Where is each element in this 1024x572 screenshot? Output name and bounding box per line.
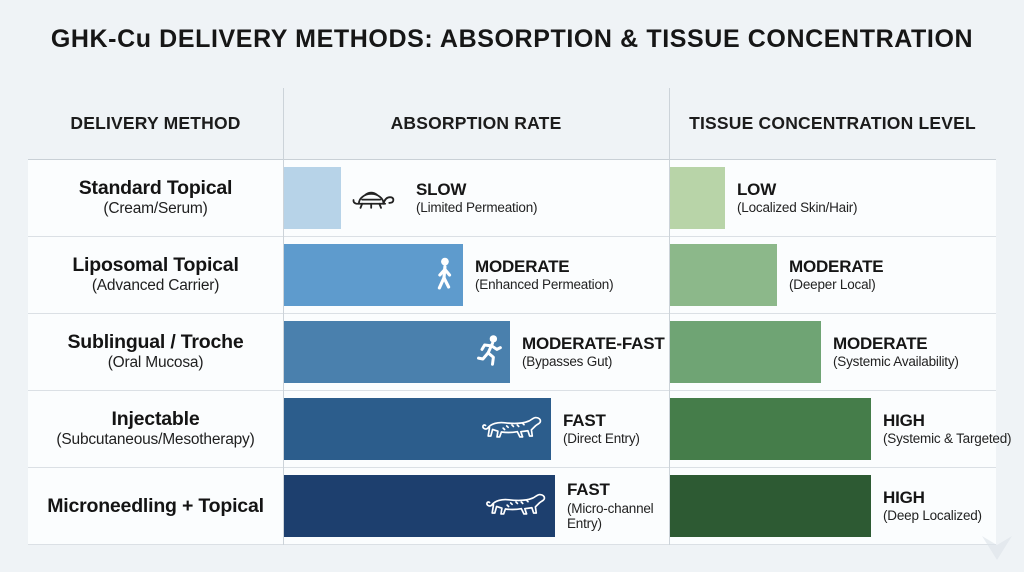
method-name: Standard Topical — [78, 177, 233, 200]
concentration-bar — [669, 167, 725, 229]
cheetah-icon — [480, 414, 544, 444]
method-name: Injectable — [111, 408, 200, 431]
concentration-bar — [669, 244, 777, 306]
method-name: Liposomal Topical — [72, 254, 239, 277]
concentration-cell: LOW (Localized Skin/Hair) — [669, 160, 996, 236]
method-name: Microneedling + Topical — [47, 494, 264, 517]
delivery-method-cell: Liposomal Topical (Advanced Carrier) — [28, 237, 283, 313]
absorption-cell: FAST (Direct Entry) — [283, 391, 669, 467]
absorption-label: MODERATE (Enhanced Permeation) — [475, 257, 614, 293]
concentration-level: MODERATE — [789, 257, 884, 277]
absorption-label: FAST (Direct Entry) — [563, 411, 640, 447]
concentration-label: MODERATE (Systemic Availability) — [833, 334, 959, 370]
table-row: Sublingual / Troche (Oral Mucosa) MODERA… — [28, 314, 996, 391]
method-subtitle: (Oral Mucosa) — [107, 353, 204, 371]
column-header-tissue-concentration-level: TISSUE CONCENTRATION LEVEL — [689, 113, 976, 133]
absorption-level: MODERATE-FAST — [522, 334, 665, 354]
table-row: Standard Topical (Cream/Serum) SLOW (Lim… — [28, 160, 996, 237]
concentration-cell: MODERATE (Systemic Availability) — [669, 314, 996, 390]
concentration-cell: MODERATE (Deeper Local) — [669, 237, 996, 313]
absorption-label: SLOW (Limited Permeation) — [416, 180, 538, 216]
page-title: GHK-Cu DELIVERY METHODS: ABSORPTION & TI… — [50, 25, 974, 53]
absorption-bar — [283, 475, 555, 537]
walking-person-icon — [432, 257, 456, 294]
table-body: Standard Topical (Cream/Serum) SLOW (Lim… — [28, 160, 1012, 545]
v-shape-watermark — [978, 533, 1016, 568]
concentration-label: MODERATE (Deeper Local) — [789, 257, 884, 293]
method-subtitle: (Subcutaneous/Mesotherapy) — [56, 430, 255, 448]
absorption-level: MODERATE — [475, 257, 570, 277]
concentration-cell: HIGH (Deep Localized) — [669, 468, 996, 544]
concentration-bar — [669, 398, 871, 460]
table-header-row: DELIVERY METHOD ABSORPTION RATE TISSUE C… — [28, 88, 996, 160]
absorption-cell: MODERATE (Enhanced Permeation) — [283, 237, 669, 313]
method-name: Sublingual / Troche — [67, 331, 244, 354]
concentration-detail: (Localized Skin/Hair) — [737, 200, 858, 216]
column-header-delivery-method: DELIVERY METHOD — [70, 113, 241, 133]
concentration-detail: (Systemic Availability) — [833, 354, 959, 370]
absorption-bar — [283, 167, 341, 229]
delivery-method-cell: Sublingual / Troche (Oral Mucosa) — [28, 314, 283, 390]
concentration-detail: (Systemic & Targeted) — [883, 431, 1012, 447]
concentration-level: HIGH — [883, 488, 925, 508]
concentration-level: LOW — [737, 180, 777, 200]
absorption-cell: MODERATE-FAST (Bypasses Gut) — [283, 314, 669, 390]
absorption-bar — [283, 321, 510, 383]
delivery-method-cell: Microneedling + Topical — [28, 468, 283, 544]
table-row: Liposomal Topical (Advanced Carrier) MOD… — [28, 237, 996, 314]
concentration-label: HIGH (Deep Localized) — [883, 488, 982, 524]
table-row: Microneedling + Topical FAST (Micro-chan… — [28, 468, 996, 545]
absorption-cell: FAST (Micro-channel Entry) — [283, 468, 669, 544]
concentration-detail: (Deeper Local) — [789, 277, 876, 293]
delivery-method-cell: Injectable (Subcutaneous/Mesotherapy) — [28, 391, 283, 467]
method-subtitle: (Advanced Carrier) — [91, 276, 220, 294]
concentration-level: MODERATE — [833, 334, 928, 354]
concentration-detail: (Deep Localized) — [883, 508, 982, 524]
concentration-label: LOW (Localized Skin/Hair) — [737, 180, 858, 216]
column-header-absorption-rate: ABSORPTION RATE — [390, 113, 562, 133]
absorption-level: FAST — [563, 411, 606, 431]
concentration-label: HIGH (Systemic & Targeted) — [883, 411, 1012, 447]
absorption-label: MODERATE-FAST (Bypasses Gut) — [522, 334, 665, 370]
comparison-table: DELIVERY METHOD ABSORPTION RATE TISSUE C… — [28, 88, 1012, 545]
absorption-detail: (Direct Entry) — [563, 431, 640, 447]
absorption-level: SLOW — [416, 180, 467, 200]
absorption-bar — [283, 398, 551, 460]
concentration-bar — [669, 475, 871, 537]
running-person-icon — [475, 334, 503, 371]
method-subtitle: (Cream/Serum) — [103, 199, 208, 217]
cheetah-icon — [484, 491, 548, 521]
concentration-bar — [669, 321, 821, 383]
absorption-level: FAST — [567, 480, 610, 500]
absorption-label: FAST (Micro-channel Entry) — [567, 480, 669, 531]
turtle-icon — [349, 183, 395, 213]
column-divider — [669, 88, 670, 545]
absorption-detail: (Enhanced Permeation) — [475, 277, 614, 293]
absorption-detail: (Bypasses Gut) — [522, 354, 613, 370]
absorption-cell: SLOW (Limited Permeation) — [283, 160, 669, 236]
absorption-detail: (Micro-channel Entry) — [567, 500, 654, 532]
delivery-method-cell: Standard Topical (Cream/Serum) — [28, 160, 283, 236]
absorption-detail: (Limited Permeation) — [416, 200, 538, 216]
absorption-bar — [283, 244, 463, 306]
concentration-level: HIGH — [883, 411, 925, 431]
table-row: Injectable (Subcutaneous/Mesotherapy) FA… — [28, 391, 1012, 468]
concentration-cell: HIGH (Systemic & Targeted) — [669, 391, 1012, 467]
column-divider — [283, 88, 284, 545]
